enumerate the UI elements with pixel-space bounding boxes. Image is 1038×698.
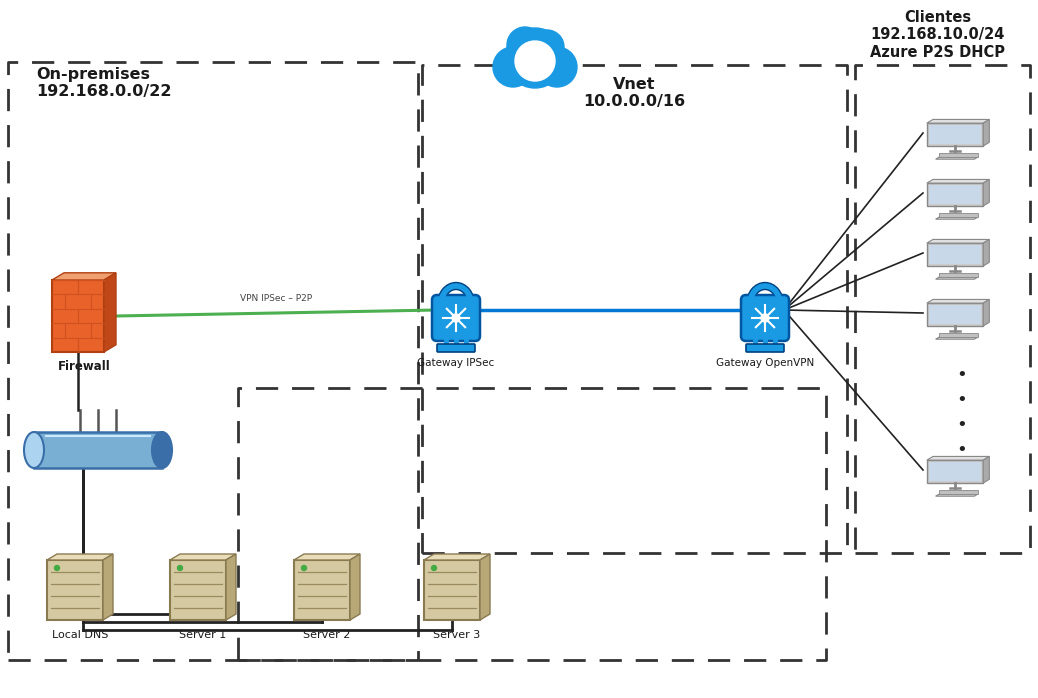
Circle shape: [55, 565, 59, 570]
Circle shape: [506, 28, 565, 88]
Polygon shape: [939, 213, 978, 217]
Text: Microsoft
Azure: Microsoft Azure: [507, 36, 564, 64]
Polygon shape: [939, 153, 978, 157]
Text: •
•
•
•
•: • • • • •: [957, 366, 967, 484]
Polygon shape: [983, 299, 989, 326]
Polygon shape: [350, 554, 360, 620]
Text: Gateway OpenVPN: Gateway OpenVPN: [716, 358, 814, 368]
Circle shape: [515, 41, 555, 81]
Text: Firewall: Firewall: [58, 360, 110, 373]
Circle shape: [301, 565, 306, 570]
Polygon shape: [927, 460, 983, 483]
Polygon shape: [226, 554, 236, 620]
FancyBboxPatch shape: [437, 344, 475, 352]
Polygon shape: [480, 554, 490, 620]
Circle shape: [530, 30, 564, 64]
FancyBboxPatch shape: [432, 295, 480, 341]
Polygon shape: [929, 245, 981, 265]
Text: Server 3: Server 3: [434, 630, 481, 640]
Polygon shape: [927, 119, 989, 123]
Circle shape: [493, 47, 532, 87]
Polygon shape: [935, 157, 978, 159]
Polygon shape: [983, 456, 989, 483]
Circle shape: [177, 565, 183, 570]
Text: VPN IPSec – P2P: VPN IPSec – P2P: [241, 294, 312, 303]
Text: On-premises
192.168.0.0/22: On-premises 192.168.0.0/22: [36, 67, 171, 99]
Text: Local DNS: Local DNS: [52, 630, 108, 640]
Polygon shape: [927, 239, 989, 243]
Circle shape: [761, 314, 769, 322]
Polygon shape: [927, 179, 989, 183]
FancyBboxPatch shape: [741, 295, 789, 341]
Polygon shape: [983, 179, 989, 206]
Polygon shape: [52, 280, 104, 352]
Circle shape: [537, 47, 577, 87]
Polygon shape: [52, 273, 116, 280]
Polygon shape: [935, 277, 978, 279]
Polygon shape: [927, 243, 983, 266]
Polygon shape: [103, 554, 113, 620]
Polygon shape: [983, 239, 989, 266]
Polygon shape: [34, 432, 162, 468]
Polygon shape: [939, 273, 978, 277]
Polygon shape: [294, 560, 350, 620]
Polygon shape: [935, 337, 978, 339]
Ellipse shape: [152, 432, 172, 468]
Polygon shape: [170, 554, 236, 560]
FancyBboxPatch shape: [746, 344, 784, 352]
Polygon shape: [927, 299, 989, 303]
Polygon shape: [294, 554, 360, 560]
Polygon shape: [927, 183, 983, 206]
Text: Server 2: Server 2: [303, 630, 351, 640]
Ellipse shape: [24, 432, 44, 468]
Polygon shape: [927, 456, 989, 460]
Polygon shape: [104, 273, 116, 352]
Circle shape: [452, 314, 460, 322]
Polygon shape: [929, 462, 981, 481]
Circle shape: [532, 70, 537, 74]
Polygon shape: [939, 490, 978, 494]
Text: Gateway IPSec: Gateway IPSec: [417, 358, 495, 368]
Polygon shape: [929, 185, 981, 205]
Circle shape: [432, 565, 437, 570]
Polygon shape: [983, 119, 989, 146]
Text: Clientes
192.168.10.0/24
Azure P2S DHCP: Clientes 192.168.10.0/24 Azure P2S DHCP: [871, 10, 1006, 60]
Polygon shape: [927, 123, 983, 146]
Polygon shape: [170, 560, 226, 620]
Text: Vnet
10.0.0.0/16: Vnet 10.0.0.0/16: [583, 77, 685, 110]
Polygon shape: [929, 125, 981, 144]
Polygon shape: [935, 494, 978, 496]
Polygon shape: [927, 303, 983, 326]
Text: Server 1: Server 1: [180, 630, 226, 640]
Polygon shape: [929, 305, 981, 325]
Polygon shape: [47, 554, 113, 560]
Circle shape: [507, 27, 543, 63]
Polygon shape: [47, 560, 103, 620]
Polygon shape: [935, 217, 978, 219]
Polygon shape: [424, 554, 490, 560]
Polygon shape: [939, 333, 978, 337]
Polygon shape: [424, 560, 480, 620]
